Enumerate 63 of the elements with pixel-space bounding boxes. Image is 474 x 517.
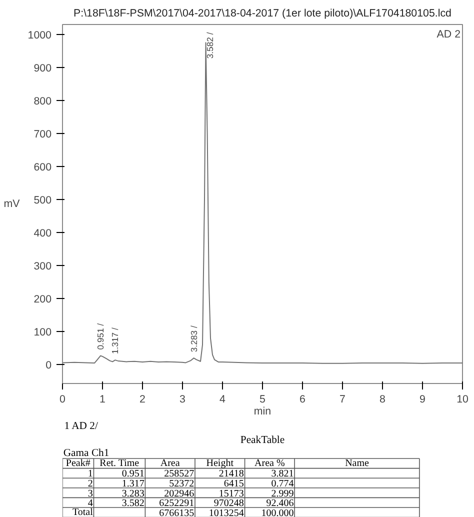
text: Height [206, 458, 234, 469]
y-tick-label: 1000 [28, 29, 52, 42]
chart-title: P:\18F\18F-PSM\2017\04-2017\18-04-2017 (1er lote piloto)\ALF1704180105.lcd [74, 8, 452, 20]
text: Ret. Time [100, 458, 140, 469]
text: PeakTable [240, 435, 285, 446]
text: 258527 [164, 468, 194, 480]
text: 202946 [164, 488, 194, 500]
text: 3 [88, 488, 93, 500]
y-tick-label: 300 [34, 260, 52, 273]
y-axis-title: mV [4, 198, 21, 210]
y-tick-label: 700 [34, 128, 52, 140]
annotation: 3.582 / [204, 32, 215, 59]
text: 100.000 [261, 508, 294, 517]
y-tick-label: 100 [34, 326, 52, 339]
text: 1 AD 2/ [64, 421, 98, 432]
x-axis-title: min [254, 406, 272, 418]
text: 4 [88, 498, 93, 510]
text: 1.317 [122, 478, 144, 490]
text: 3.821 [271, 468, 294, 480]
y-tick-label: 800 [34, 95, 52, 108]
text: 3.582 [122, 498, 144, 510]
x-tick-label: 1 [100, 394, 106, 406]
text: 1 [88, 468, 93, 480]
text: Area % [254, 458, 285, 469]
x-tick-label: 3 [180, 394, 186, 406]
x-tick-label: 5 [260, 394, 266, 406]
annotation: 1.317 / [110, 326, 120, 354]
text: 21418 [218, 468, 244, 480]
text: Gama Ch1 [63, 448, 110, 459]
text: 6252291 [159, 498, 194, 510]
text: 6415 [224, 478, 244, 490]
x-tick-label: 2 [140, 394, 146, 406]
y-tick-label: 600 [34, 162, 52, 174]
text: 0.951 [122, 468, 144, 480]
text: 92.406 [266, 498, 294, 510]
text: 1013254 [208, 508, 244, 517]
text: 2 [88, 478, 93, 490]
y-tick-label: 900 [34, 62, 52, 74]
x-tick-label: 6 [300, 394, 306, 406]
text: 970248 [214, 498, 244, 510]
text: 3.283 [122, 488, 144, 500]
text: 15173 [218, 488, 244, 500]
y-tick-label: 0 [46, 360, 52, 372]
text: 0.774 [271, 478, 294, 490]
y-tick-label: 500 [34, 194, 52, 207]
y-tick-label: 200 [34, 294, 52, 306]
text: Total [72, 506, 94, 517]
annotation: AD 2 [436, 28, 461, 40]
text: Area [160, 458, 180, 469]
x-tick-label: 9 [420, 394, 426, 406]
text: Name [345, 458, 370, 469]
x-tick-label: 4 [220, 394, 226, 406]
text: Peak# [66, 458, 90, 469]
y-tick-label: 400 [34, 228, 52, 240]
x-tick-label: 7 [340, 394, 346, 406]
annotation: 0.951 / [96, 322, 106, 350]
x-tick-label: 8 [380, 394, 386, 406]
text: 52372 [169, 478, 194, 490]
annotation: 3.283 / [188, 325, 199, 352]
x-tick-label: 0 [60, 394, 66, 406]
text: 6766135 [159, 508, 194, 517]
x-tick-label: 10 [456, 394, 468, 406]
text: 2.999 [271, 488, 294, 500]
